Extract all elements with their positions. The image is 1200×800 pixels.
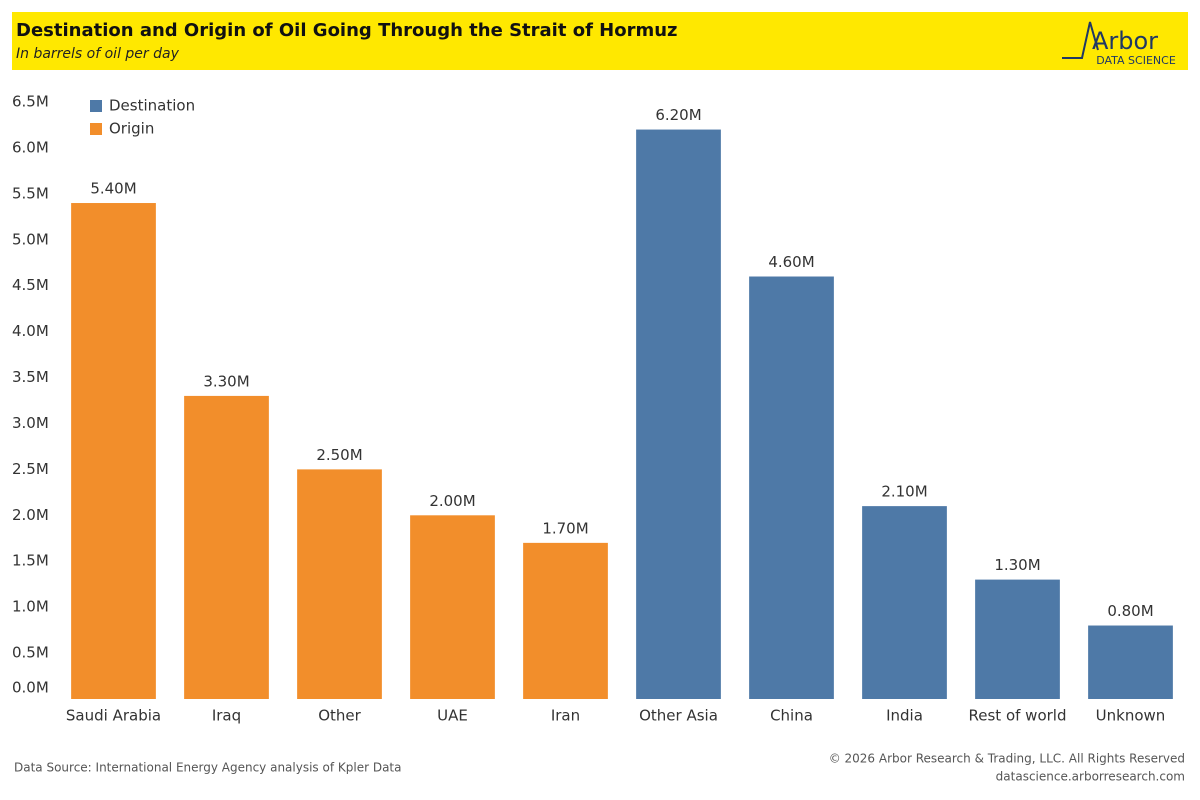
y-tick-label: 2.5M <box>12 460 49 478</box>
bar <box>975 579 1060 699</box>
x-tick-label: Unknown <box>1096 707 1166 725</box>
data-label: 2.50M <box>316 446 362 464</box>
bar <box>862 506 947 699</box>
x-tick-label: Iran <box>551 707 580 725</box>
y-tick-label: 6.5M <box>12 93 49 111</box>
legend-swatch <box>90 123 102 135</box>
bar <box>71 203 156 699</box>
logo-mark <box>1062 21 1099 59</box>
legend-label: Destination <box>109 97 195 115</box>
data-label: 2.10M <box>881 483 927 501</box>
x-tick-label: China <box>770 707 813 725</box>
y-tick-label: 5.0M <box>12 230 49 248</box>
legend-swatch <box>90 100 102 112</box>
data-label: 4.60M <box>768 253 814 271</box>
data-label: 6.20M <box>655 106 701 124</box>
y-tick-label: 0.0M <box>12 679 49 697</box>
chart-title: Destination and Origin of Oil Going Thro… <box>16 20 678 41</box>
copyright: © 2026 Arbor Research & Trading, LLC. Al… <box>829 752 1185 766</box>
x-tick-label: UAE <box>437 707 468 725</box>
y-tick-label: 6.0M <box>12 138 49 156</box>
y-tick-label: 3.0M <box>12 414 49 432</box>
data-label: 1.70M <box>542 519 588 537</box>
bar <box>523 542 608 699</box>
bar <box>1088 625 1173 699</box>
y-tick-label: 4.5M <box>12 276 49 294</box>
source-note: Data Source: International Energy Agency… <box>14 761 401 775</box>
bar <box>184 395 269 699</box>
x-tick-label: Other <box>318 707 361 725</box>
x-tick-label: India <box>886 707 923 725</box>
data-label: 0.80M <box>1107 602 1153 620</box>
logo-text: Arbor <box>1092 27 1158 55</box>
y-tick-label: 3.5M <box>12 368 49 386</box>
bar <box>749 276 834 699</box>
y-tick-label: 1.0M <box>12 598 49 616</box>
x-tick-label: Saudi Arabia <box>66 707 161 725</box>
data-label: 1.30M <box>994 556 1040 574</box>
chart-subtitle: In barrels of oil per day <box>16 46 180 62</box>
bar <box>297 469 382 699</box>
y-tick-label: 0.5M <box>12 644 49 662</box>
y-tick-label: 2.0M <box>12 506 49 524</box>
x-tick-label: Iraq <box>212 707 241 725</box>
bar <box>636 129 721 700</box>
legend-label: Origin <box>109 120 154 138</box>
y-tick-label: 1.5M <box>12 552 49 570</box>
website: datascience.arborresearch.com <box>996 770 1185 784</box>
header-band <box>12 12 1188 70</box>
x-tick-label: Other Asia <box>639 707 718 725</box>
logo-subtext: DATA SCIENCE <box>1096 54 1176 67</box>
data-label: 2.00M <box>429 492 475 510</box>
data-label: 5.40M <box>90 180 136 198</box>
data-label: 3.30M <box>203 372 249 390</box>
y-tick-label: 5.5M <box>12 184 49 202</box>
y-tick-label: 4.0M <box>12 322 49 340</box>
bar <box>410 515 495 699</box>
x-tick-label: Rest of world <box>969 707 1067 725</box>
